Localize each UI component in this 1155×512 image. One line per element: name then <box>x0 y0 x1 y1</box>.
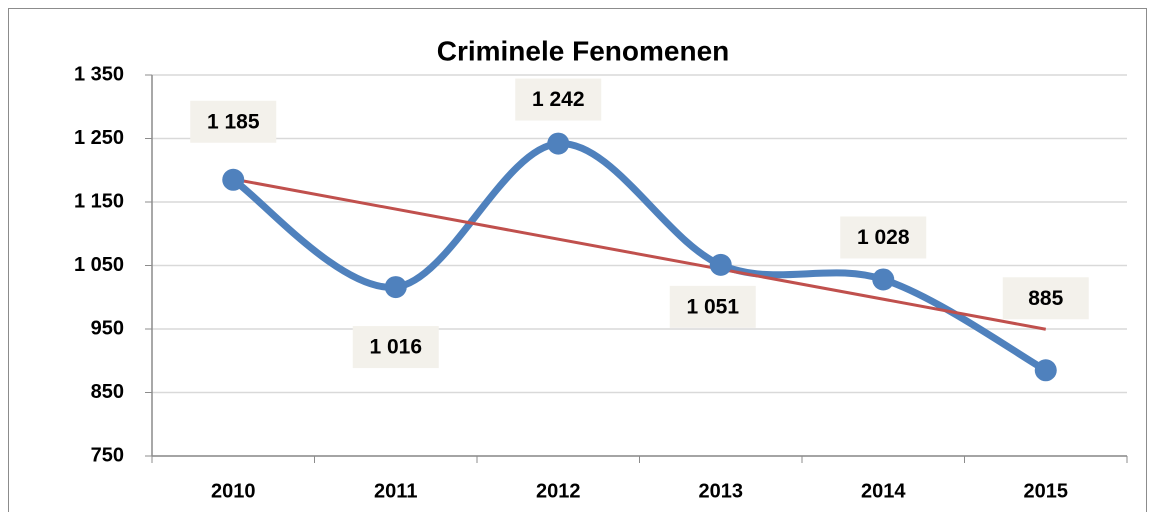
marker <box>384 276 407 299</box>
x-tick-label: 2014 <box>861 480 906 502</box>
marker <box>1034 359 1057 382</box>
data-label-box <box>669 285 756 328</box>
y-tick-label: 1 050 <box>74 254 124 276</box>
y-tick-label: 1 150 <box>74 190 124 212</box>
y-tick-label: 850 <box>91 381 124 403</box>
data-label: 1 185 <box>207 110 260 133</box>
data-label: 1 051 <box>686 295 739 318</box>
marker <box>547 132 570 155</box>
y-tick-label: 1 250 <box>74 127 124 149</box>
data-label-box <box>515 78 602 121</box>
x-tick-label: 2010 <box>211 480 256 502</box>
x-tick-label: 2013 <box>699 480 744 502</box>
data-label-box <box>840 216 927 259</box>
data-label-box <box>352 326 439 369</box>
y-tick-label: 750 <box>91 444 124 466</box>
x-tick-label: 2012 <box>536 480 581 502</box>
chart-title: Criminele Fenomenen <box>437 35 730 66</box>
data-label-box <box>1002 277 1089 320</box>
y-tick-label: 950 <box>91 317 124 339</box>
data-label: 1 028 <box>857 226 910 249</box>
data-label-box <box>190 100 277 143</box>
trend-line <box>232 177 1047 331</box>
x-tick-label: 2011 <box>374 480 417 502</box>
data-label: 1 242 <box>532 88 585 111</box>
marker <box>709 253 732 276</box>
marker <box>222 168 245 191</box>
data-label: 1 016 <box>369 336 422 359</box>
marker <box>872 268 895 291</box>
y-tick-label: 1 350 <box>74 63 124 85</box>
x-tick-label: 2015 <box>1024 480 1069 502</box>
data-label: 885 <box>1028 287 1063 310</box>
